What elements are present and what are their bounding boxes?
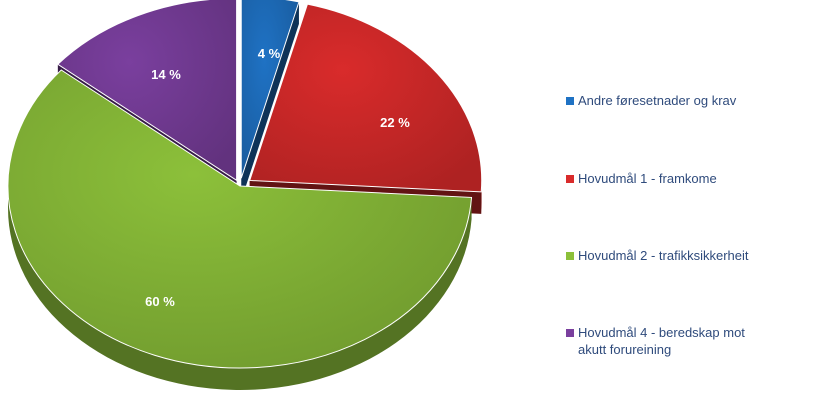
pie-data-label-3: 14 % xyxy=(151,67,181,82)
legend-label-hovudmal-2: Hovudmål 2 - trafikksikkerheit xyxy=(578,247,818,264)
legend-item-hovudmal-1: Hovudmål 1 - framkome xyxy=(566,170,818,187)
legend-label-hovudmal-1: Hovudmål 1 - framkome xyxy=(578,170,818,187)
legend-swatch-hovudmal-4 xyxy=(566,329,574,337)
legend-item-andre: Andre føresetnader og krav xyxy=(566,92,818,109)
legend-item-hovudmal-2: Hovudmål 2 - trafikksikkerheit xyxy=(566,247,818,264)
legend-label-andre: Andre føresetnader og krav xyxy=(578,92,818,109)
legend-item-hovudmal-4: Hovudmål 4 - beredskap mot akutt forurei… xyxy=(566,324,818,358)
pie-data-label-1: 22 % xyxy=(380,115,410,130)
legend-swatch-hovudmal-2 xyxy=(566,252,574,260)
pie-data-label-2: 60 % xyxy=(145,294,175,309)
pie-data-label-0: 4 % xyxy=(258,46,281,61)
legend-label-hovudmal-4: Hovudmål 4 - beredskap mot akutt forurei… xyxy=(578,324,818,358)
legend-swatch-hovudmal-1 xyxy=(566,175,574,183)
legend-swatch-andre xyxy=(566,97,574,105)
